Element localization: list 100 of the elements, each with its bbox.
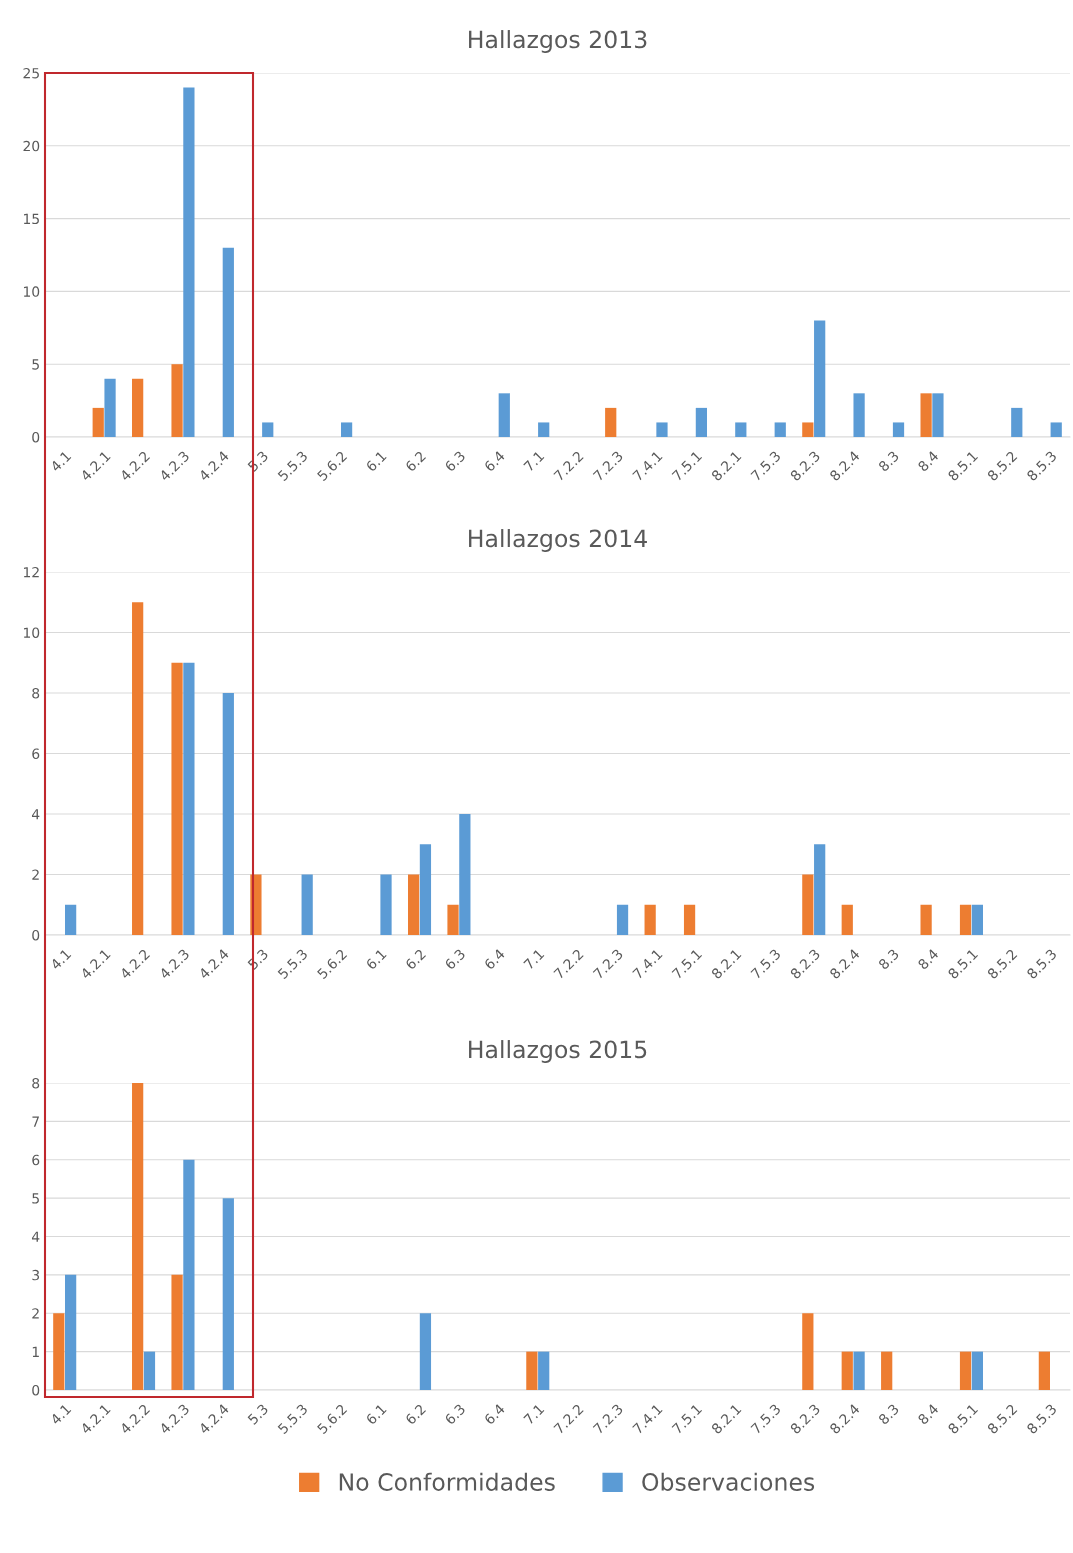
y-tick-label: 8 — [32, 1077, 40, 1089]
bar — [222, 693, 234, 935]
x-tick-label: 6.1 — [365, 1403, 387, 1426]
x-tick-label: 6.4 — [483, 948, 506, 971]
bar — [683, 904, 696, 935]
y-tick-label: 1 — [32, 1346, 39, 1357]
bar — [380, 874, 392, 935]
bar — [498, 393, 510, 437]
bar — [841, 1351, 853, 1390]
bar — [171, 1274, 183, 1390]
bar — [853, 393, 865, 437]
bar — [538, 422, 550, 437]
bar — [183, 87, 195, 437]
bar — [132, 1083, 144, 1390]
bar — [171, 662, 183, 935]
y-tick-label: 2 — [32, 869, 39, 880]
bar — [616, 904, 629, 935]
bar — [419, 844, 432, 935]
bar — [802, 1313, 814, 1390]
x-tick-label: 6.1 — [365, 450, 387, 473]
bar — [183, 662, 195, 935]
y-tick-label: 5 — [32, 359, 39, 370]
bar — [932, 393, 944, 437]
x-tick-label: 6.2 — [404, 948, 427, 971]
bar — [407, 874, 420, 935]
bar — [881, 1351, 893, 1390]
x-tick-label: 6.1 — [365, 948, 387, 971]
y-tick-label: 4 — [31, 1231, 40, 1242]
bar — [802, 874, 814, 935]
bar — [644, 904, 656, 935]
chart-title: Hallazgos 2014 — [469, 529, 647, 552]
legend-label: No Conformidades — [339, 1472, 555, 1491]
y-tick-label: 2 — [32, 1308, 39, 1319]
x-tick-label: 6.2 — [404, 1403, 427, 1426]
x-tick-label: 8.3 — [877, 948, 900, 971]
bar — [171, 364, 183, 437]
y-tick-label: 4 — [31, 809, 40, 820]
bar — [340, 422, 353, 437]
bar — [774, 422, 786, 437]
bar — [814, 320, 826, 437]
bar — [1038, 1351, 1050, 1390]
x-tick-label: 6.4 — [483, 1403, 506, 1426]
bar — [301, 874, 313, 935]
bar — [104, 378, 116, 437]
x-tick-label: 8.4 — [917, 1403, 940, 1426]
y-tick-label: 10 — [23, 286, 40, 297]
bar — [959, 1351, 972, 1390]
bar — [447, 904, 459, 935]
bar — [132, 378, 144, 437]
bar — [920, 393, 932, 437]
bar — [132, 602, 144, 935]
x-tick-label: 8.3 — [877, 450, 900, 473]
bar — [222, 1198, 234, 1390]
bar — [735, 422, 747, 437]
bar — [262, 422, 274, 437]
bar — [892, 422, 905, 437]
bar — [419, 1313, 432, 1390]
bar — [841, 904, 853, 935]
x-tick-label: 8.4 — [917, 948, 940, 971]
x-tick-label: 7.1 — [523, 450, 545, 472]
x-tick-label: 5.3 — [247, 450, 269, 472]
x-tick-label: 6.3 — [444, 450, 466, 473]
bar — [538, 1351, 550, 1390]
x-tick-label: 4.1 — [49, 948, 72, 971]
y-tick-label: 25 — [23, 67, 39, 79]
y-tick-label: 3 — [32, 1269, 40, 1281]
bar — [971, 904, 983, 935]
y-tick-label: 10 — [23, 627, 40, 638]
bar — [183, 1159, 195, 1390]
x-tick-label: 4.1 — [49, 1403, 72, 1426]
bar — [920, 904, 932, 935]
bar — [92, 407, 104, 437]
x-tick-label: 6.3 — [444, 1403, 466, 1426]
y-tick-label: 0 — [32, 929, 40, 941]
bar — [959, 904, 972, 935]
bar — [853, 1351, 865, 1390]
chart-title: Hallazgos 2015 — [469, 1040, 647, 1063]
x-tick-label: 6.3 — [444, 948, 466, 971]
legend-label: Observaciones — [642, 1472, 815, 1491]
bar — [802, 422, 814, 437]
x-tick-label: 5.3 — [247, 948, 269, 970]
y-tick-label: 6 — [32, 1154, 40, 1166]
bar — [222, 247, 234, 437]
x-tick-label: 6.2 — [404, 450, 427, 473]
bar — [971, 1351, 983, 1390]
bar — [656, 422, 668, 437]
bar — [605, 407, 617, 437]
y-tick-label: 8 — [32, 687, 40, 699]
x-tick-label: 6.4 — [483, 450, 506, 473]
y-tick-label: 0 — [32, 431, 40, 443]
bar — [1011, 407, 1023, 437]
bar — [1050, 422, 1062, 437]
y-tick-label: 12 — [23, 566, 39, 578]
bar — [65, 904, 77, 935]
bar — [143, 1351, 156, 1390]
y-tick-label: 20 — [23, 140, 40, 152]
y-tick-label: 15 — [23, 213, 39, 225]
bar — [459, 814, 471, 935]
bar — [814, 844, 826, 935]
bar — [65, 1274, 77, 1390]
